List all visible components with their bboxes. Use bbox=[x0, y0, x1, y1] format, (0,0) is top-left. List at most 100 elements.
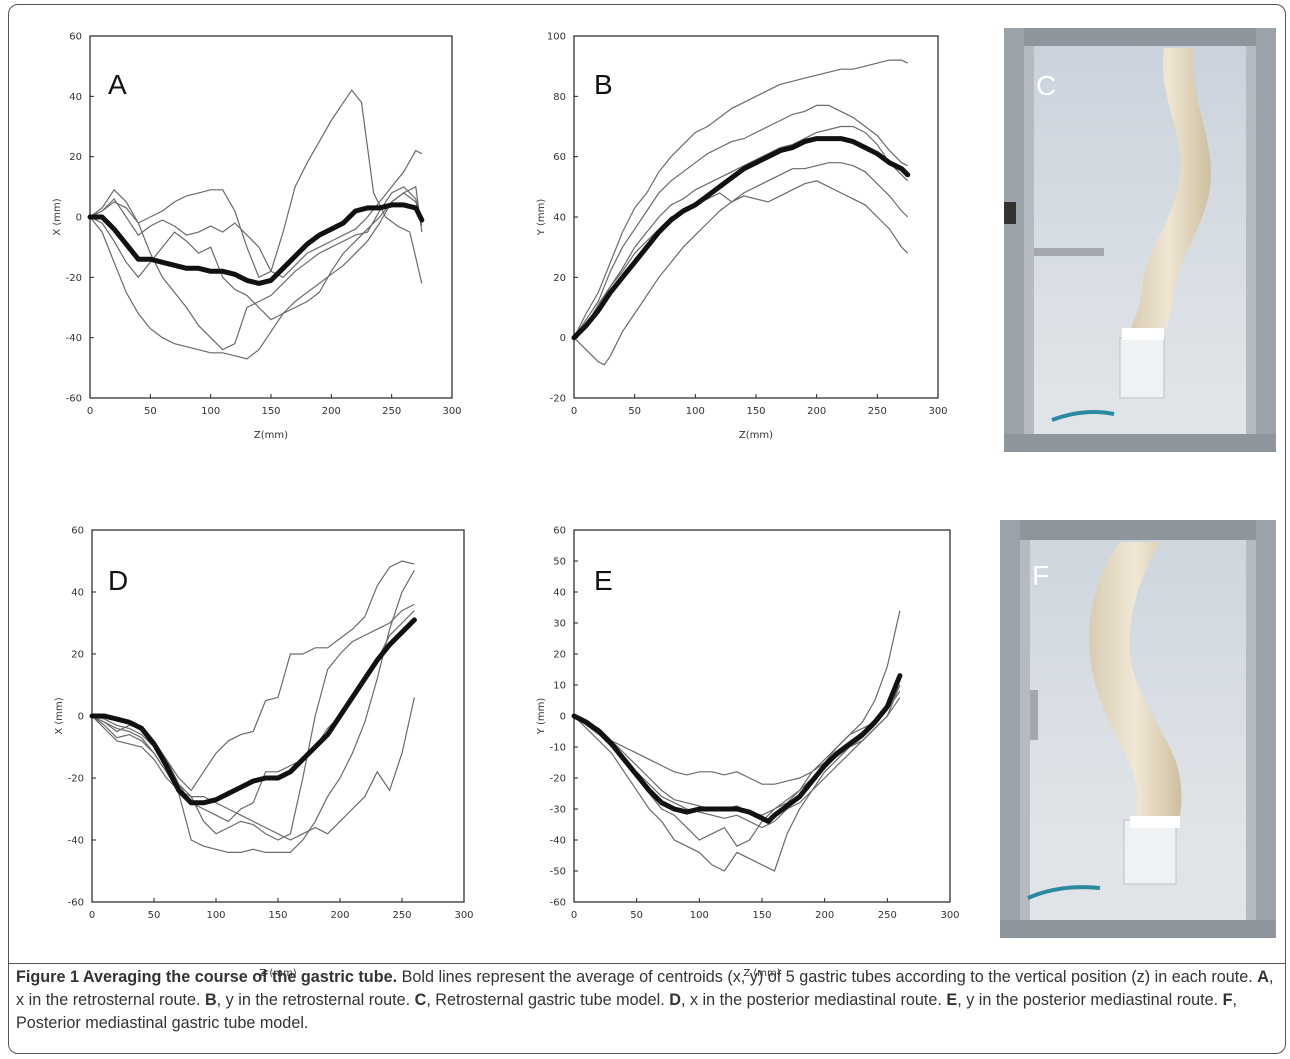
y-tick-label: 20 bbox=[69, 152, 82, 163]
posterior-mediastinal-tube-model-image bbox=[1000, 520, 1276, 938]
average-line-e bbox=[571, 673, 903, 824]
caption-key-c: C bbox=[414, 991, 427, 1009]
series-line-b-3 bbox=[573, 125, 909, 339]
plot-frame-b bbox=[573, 35, 939, 399]
plot-frame-d bbox=[91, 529, 465, 903]
x-tick-label: 200 bbox=[807, 406, 826, 417]
caption-text-b: , y in the retrosternal route. bbox=[216, 991, 415, 1009]
y-tick-label: -20 bbox=[550, 774, 566, 785]
y-tick-label: 60 bbox=[71, 526, 84, 537]
series-line-b-4 bbox=[573, 162, 909, 339]
panel-letter-c: C bbox=[1036, 70, 1057, 101]
series-line-d-2 bbox=[91, 570, 415, 853]
y-tick-label: -60 bbox=[66, 394, 82, 405]
x-tick-label: 200 bbox=[322, 406, 341, 417]
series-line-b-2 bbox=[573, 104, 908, 339]
x-tick-label: 150 bbox=[752, 910, 771, 921]
y-tick-label: 50 bbox=[553, 557, 566, 568]
plot-e: E 0 50 100 150 200 250 300 -60 -50 -40 -30 -20 -10 0 1… bbox=[536, 526, 960, 980]
y-tick-label: 20 bbox=[553, 650, 566, 661]
caption-text-a: , x in the retrosternal route. bbox=[16, 968, 1274, 1009]
y-tick-label: -40 bbox=[68, 836, 84, 847]
caption-key-a: A bbox=[1257, 968, 1269, 986]
x-tick-label: 0 bbox=[571, 406, 577, 417]
retrosternal-tube-model-image bbox=[1004, 28, 1276, 452]
y-tick-label: 60 bbox=[69, 32, 82, 43]
x-tick-label: 100 bbox=[690, 910, 709, 921]
x-tick-label: 300 bbox=[928, 406, 947, 417]
x-axis-label: Z(mm) bbox=[739, 430, 773, 441]
y-tick-label: -60 bbox=[68, 898, 84, 909]
y-axis-label: Y (mm) bbox=[536, 698, 547, 736]
y-tick-label: -20 bbox=[66, 273, 82, 284]
x-tick-label: 0 bbox=[87, 406, 93, 417]
series-line-e-2 bbox=[573, 684, 901, 872]
x-tick-label: 150 bbox=[746, 406, 765, 417]
y-tick-label: -20 bbox=[550, 394, 566, 405]
x-tick-label: 50 bbox=[628, 406, 641, 417]
figure-frame bbox=[8, 4, 1286, 1054]
caption-divider bbox=[8, 963, 1286, 964]
y-tick-label: 40 bbox=[553, 588, 566, 599]
series-line-a-4 bbox=[89, 192, 423, 321]
average-line-b bbox=[571, 136, 911, 341]
posterior-mediastinal-tube-photo: F bbox=[1000, 520, 1276, 938]
x-tick-label: 250 bbox=[868, 406, 887, 417]
y-tick-label: -40 bbox=[66, 333, 82, 344]
panel-letter-b: B bbox=[594, 69, 613, 100]
y-tick-label: 20 bbox=[553, 273, 566, 284]
y-axis-label: Y (mm) bbox=[536, 199, 547, 237]
y-tick-label: 40 bbox=[69, 92, 82, 103]
series-line-b-1 bbox=[573, 59, 908, 338]
x-tick-label: 250 bbox=[382, 406, 401, 417]
y-tick-label: 80 bbox=[553, 92, 566, 103]
series-line-a-5 bbox=[89, 149, 423, 279]
caption-key-b: B bbox=[204, 991, 217, 1009]
caption-text-c: , Retrosternal gastric tube model. bbox=[426, 991, 670, 1009]
plot-frame-e bbox=[573, 529, 951, 903]
caption-key-d: D bbox=[669, 991, 681, 1009]
figure-caption: Figure 1 Averaging the course of the gas… bbox=[16, 966, 1278, 1035]
x-tick-label: 100 bbox=[686, 406, 705, 417]
x-tick-label: 50 bbox=[148, 910, 161, 921]
x-tick-label: 250 bbox=[878, 910, 897, 921]
caption-intro: Bold lines represent the average of cent… bbox=[397, 968, 1258, 986]
series-line-d-5 bbox=[91, 697, 415, 841]
y-tick-label: -30 bbox=[550, 805, 566, 816]
caption-key-f: F bbox=[1222, 991, 1233, 1009]
x-tick-label: 50 bbox=[144, 406, 157, 417]
y-tick-label: 0 bbox=[560, 333, 566, 344]
panel-letter-a: A bbox=[108, 69, 127, 100]
panel-letter-d: D bbox=[108, 565, 128, 596]
caption-text-e: , y in the posterior mediastinal route. bbox=[957, 991, 1223, 1009]
y-tick-label: 20 bbox=[71, 650, 84, 661]
x-tick-label: 0 bbox=[89, 910, 95, 921]
y-tick-label: -50 bbox=[550, 867, 566, 878]
y-tick-label: -10 bbox=[550, 743, 566, 754]
plot-b: B 0 50 100 150 200 250 300 -20 0 20 40 60 80 100 Z(mm)… bbox=[536, 32, 948, 442]
y-tick-label: -20 bbox=[68, 774, 84, 785]
series-line-b-5 bbox=[573, 180, 909, 366]
caption-text-d: , x in the posterior mediastinal route. bbox=[680, 991, 947, 1009]
series-line-d-4 bbox=[91, 603, 415, 841]
panel-letter-f: F bbox=[1032, 560, 1050, 591]
y-tick-label: 30 bbox=[553, 619, 566, 630]
x-axis-label: Z (mm) bbox=[259, 968, 296, 979]
x-tick-label: 250 bbox=[392, 910, 411, 921]
y-tick-label: 0 bbox=[76, 213, 82, 224]
series-line-a-1 bbox=[89, 89, 423, 284]
x-tick-label: 50 bbox=[630, 910, 643, 921]
y-tick-label: 100 bbox=[547, 32, 566, 43]
y-tick-label: 0 bbox=[560, 712, 566, 723]
y-tick-label: 0 bbox=[78, 712, 84, 723]
series-line-a-2 bbox=[89, 185, 423, 360]
series-line-e-5 bbox=[573, 684, 901, 816]
caption-key-e: E bbox=[946, 991, 958, 1009]
plot-a: A 0 50 100 150 200 250 300 -60 -40 -20 0 20 40 60 Z(mm… bbox=[52, 32, 462, 442]
plot-d: D 0 50 100 150 200 250 300 -60 -40 -20 0 20 40 60 Z (m… bbox=[54, 526, 474, 980]
x-tick-label: 100 bbox=[201, 406, 220, 417]
average-line-d bbox=[89, 617, 417, 806]
y-axis-label: X (mm) bbox=[52, 198, 63, 235]
caption-text-f: , Posterior mediastinal gastric tube mod… bbox=[16, 991, 1238, 1032]
x-axis-label: Z(mm) bbox=[254, 430, 288, 441]
